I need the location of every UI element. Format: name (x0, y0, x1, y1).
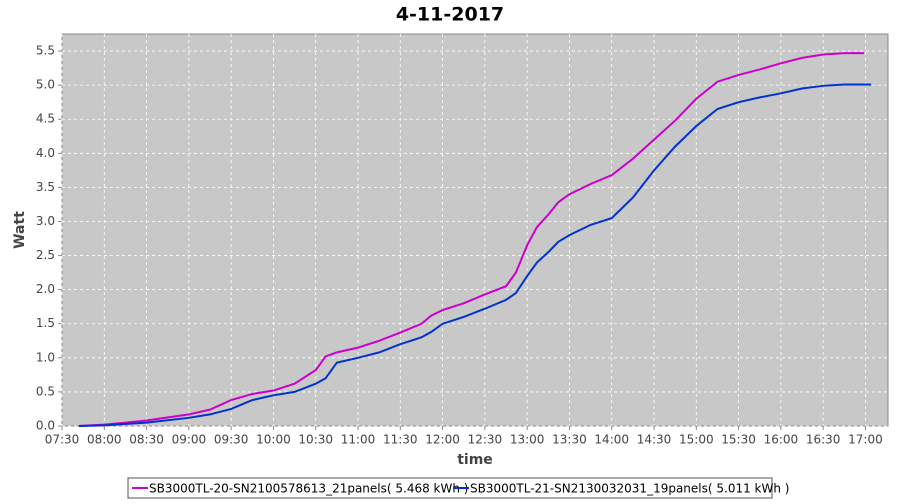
x-tick-label: 16:30 (806, 433, 841, 447)
y-tick-label: 4.5 (36, 112, 55, 126)
y-tick-label: 3.0 (36, 214, 55, 228)
x-tick-label: 10:00 (256, 433, 291, 447)
x-tick-label: 13:00 (510, 433, 545, 447)
x-tick-label: 08:00 (87, 433, 122, 447)
y-tick-label: 3.5 (36, 180, 55, 194)
x-tick-label: 15:30 (721, 433, 756, 447)
x-tick-label: 09:00 (172, 433, 207, 447)
x-tick-label: 12:00 (425, 433, 460, 447)
x-axis-label: time (457, 452, 493, 468)
y-tick-label: 0.5 (36, 384, 55, 398)
x-tick-label: 11:00 (341, 433, 376, 447)
y-tick-label: 5.0 (36, 78, 55, 92)
y-tick-label: 1.0 (36, 350, 55, 364)
x-tick-label: 07:30 (45, 433, 80, 447)
plot-area (61, 33, 889, 427)
x-tick-label: 14:00 (594, 433, 629, 447)
series-line (78, 83, 872, 427)
y-tick-label: 1.5 (36, 316, 55, 330)
x-tick-label: 09:30 (214, 433, 249, 447)
legend-label: SB3000TL-20-SN2100578613_21panels( 5.468… (149, 482, 468, 496)
x-tick-label: 13:30 (552, 433, 587, 447)
series-line (78, 52, 865, 427)
legend-label: SB3000TL-21-SN2130032031_19panels( 5.011… (470, 482, 789, 496)
y-tick-label: 4.0 (36, 146, 55, 160)
x-tick-label: 14:30 (637, 433, 672, 447)
x-tick-label: 16:00 (764, 433, 799, 447)
y-tick-label: 5.5 (36, 44, 55, 58)
y-axis-label: Watt (12, 211, 28, 249)
y-tick-label: 2.0 (36, 282, 55, 296)
y-tick-label: 2.5 (36, 248, 55, 262)
x-tick-label: 11:30 (383, 433, 418, 447)
x-tick-label: 17:00 (848, 433, 883, 447)
x-tick-label: 08:30 (129, 433, 164, 447)
legend (127, 477, 773, 499)
y-tick-label: 0.0 (36, 419, 55, 433)
x-tick-label: 12:30 (468, 433, 503, 447)
x-tick-label: 15:00 (679, 433, 714, 447)
chart-title: 4-11-2017 (396, 4, 504, 26)
x-tick-label: 10:30 (298, 433, 333, 447)
